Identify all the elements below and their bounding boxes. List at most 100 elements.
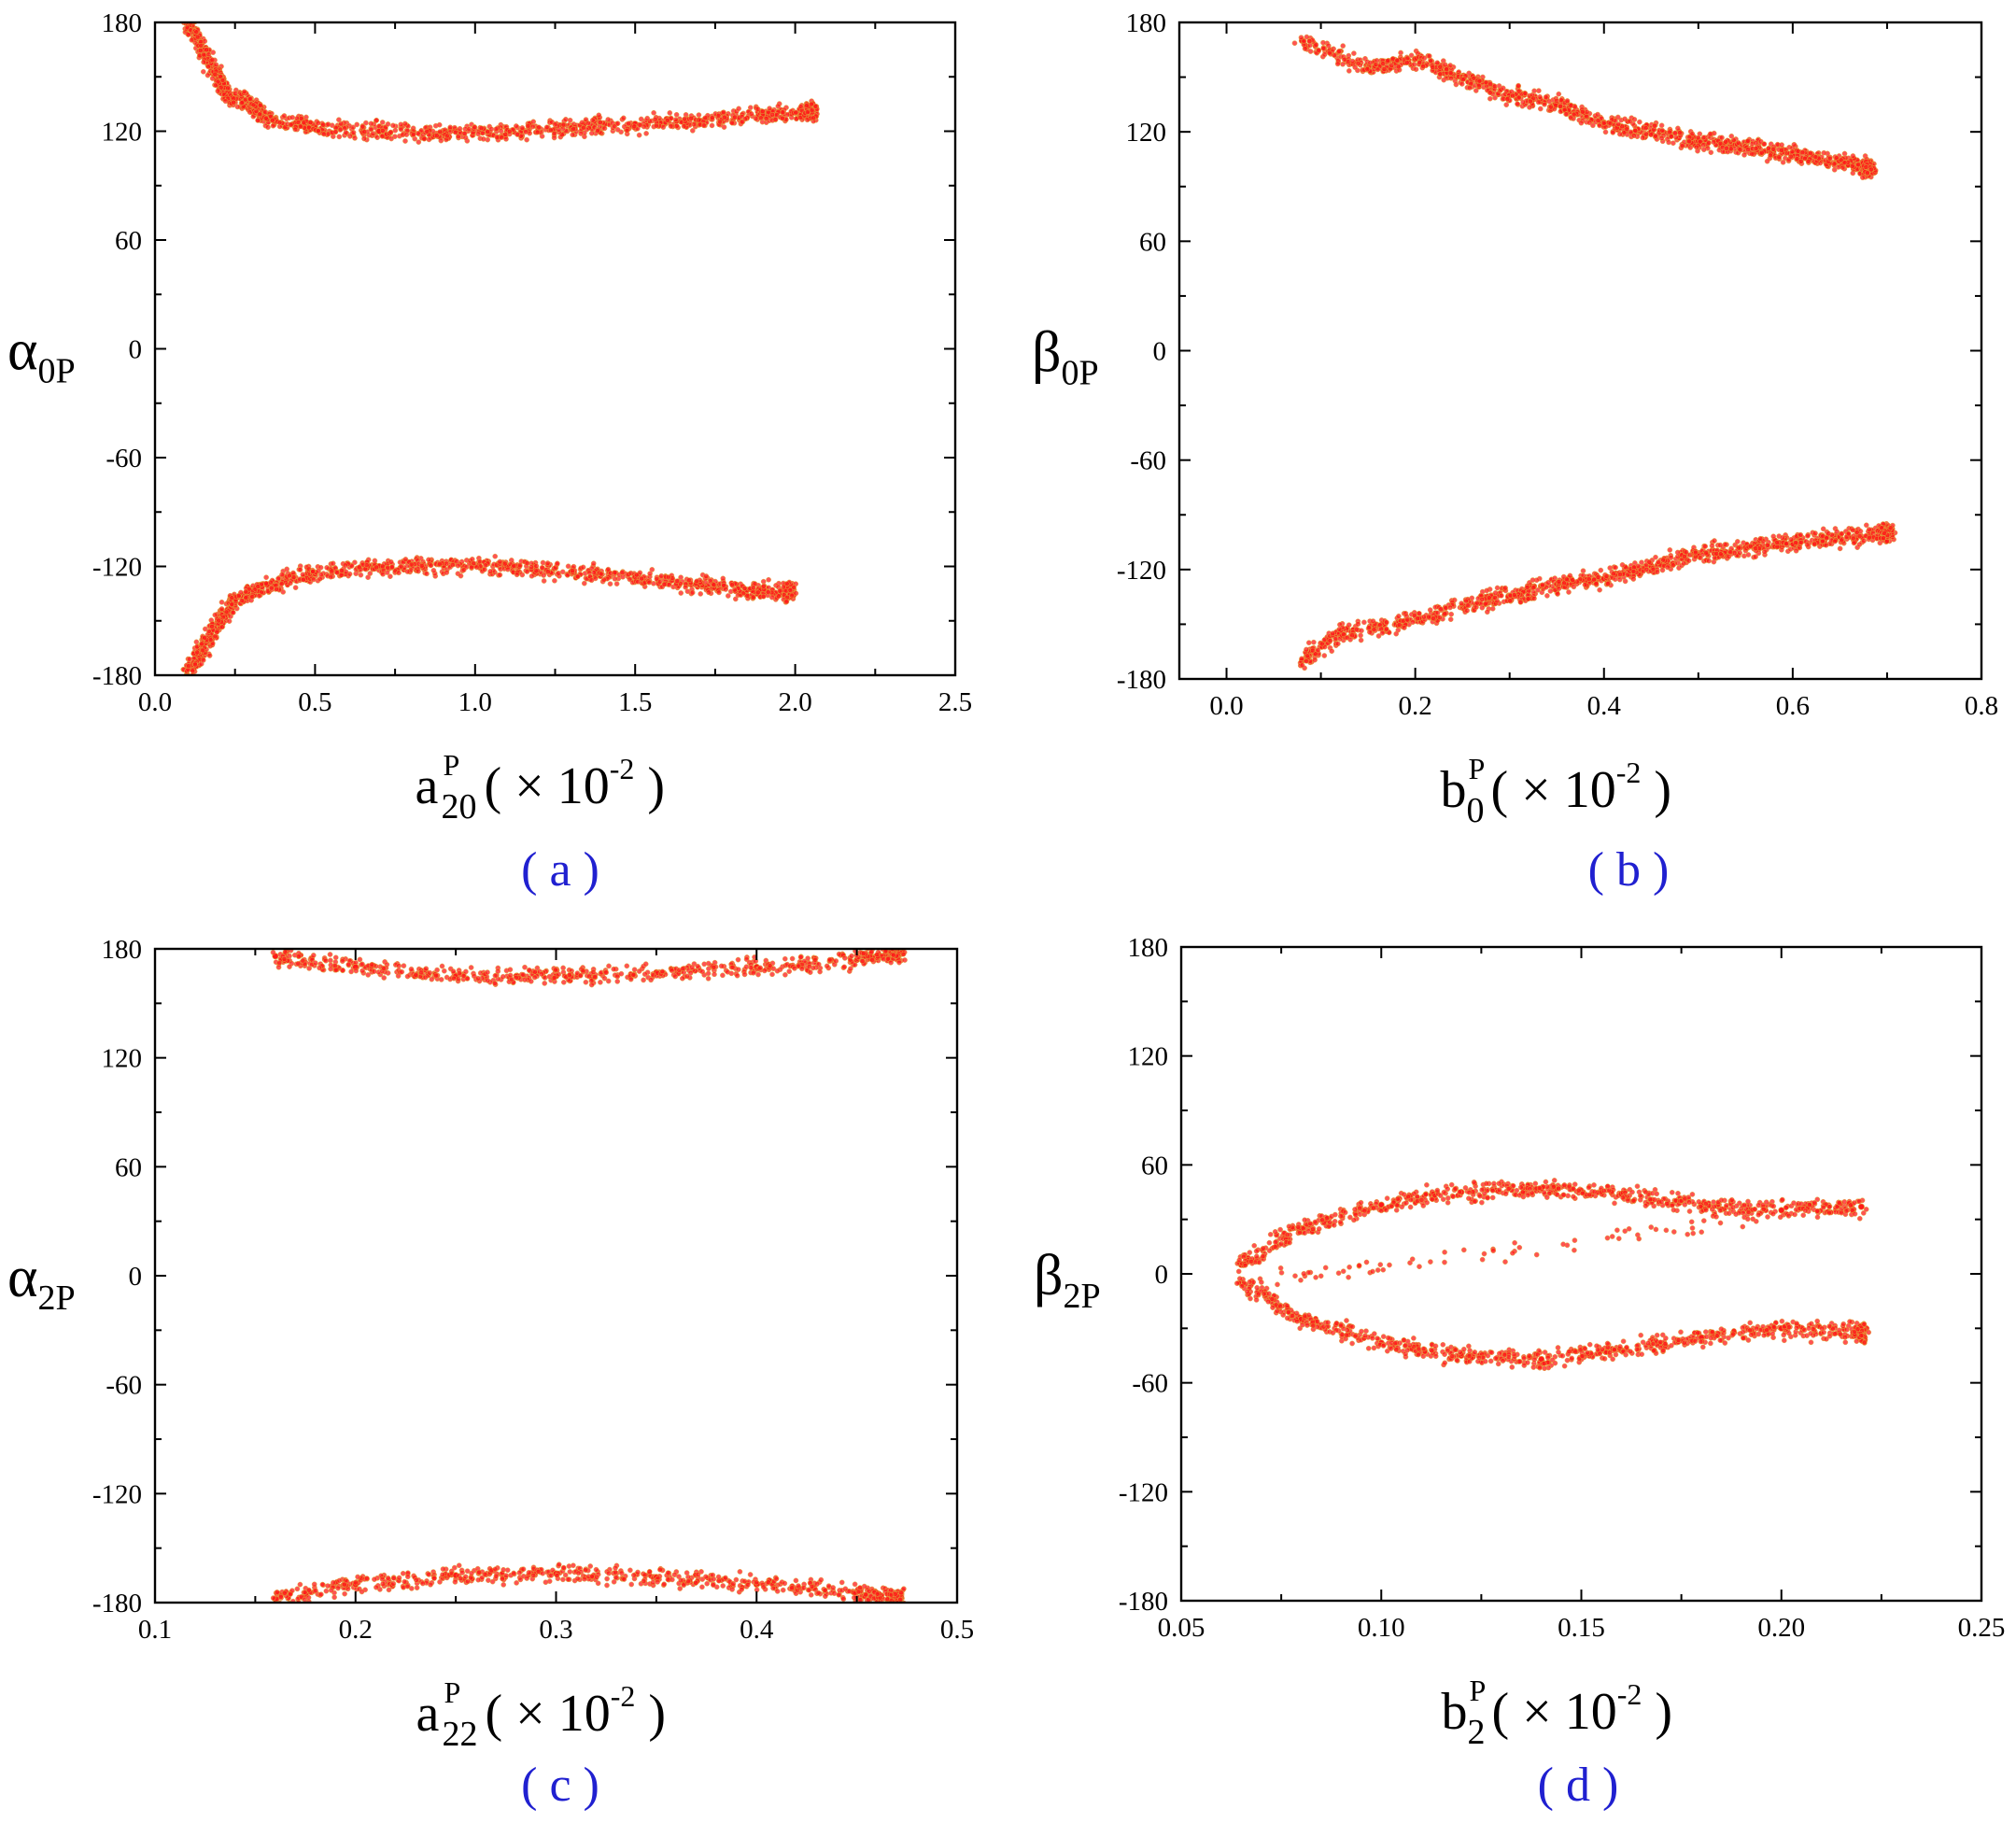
scatter-point bbox=[338, 572, 345, 578]
scatter-point bbox=[791, 585, 797, 590]
scatter-point bbox=[1700, 134, 1707, 141]
scatter-point bbox=[702, 115, 709, 121]
scatter-point bbox=[256, 593, 262, 599]
scatter-point bbox=[1358, 637, 1364, 643]
scatter-point bbox=[1487, 81, 1493, 87]
scatter-point bbox=[297, 123, 303, 130]
scatter-point bbox=[398, 126, 404, 133]
scatter-point bbox=[402, 557, 409, 562]
scatter-point bbox=[1542, 101, 1547, 107]
scatter-point bbox=[1402, 625, 1407, 630]
scatter-point bbox=[1841, 150, 1848, 157]
scatter-point bbox=[588, 577, 595, 584]
scatter-point bbox=[1808, 150, 1813, 156]
scatter-point bbox=[388, 135, 394, 142]
scatter-point bbox=[1611, 571, 1616, 577]
scatter-point bbox=[1305, 640, 1312, 646]
scatter-point bbox=[793, 590, 799, 597]
scatter-point bbox=[1686, 138, 1693, 145]
scatter-point bbox=[1761, 141, 1768, 148]
scatter-point bbox=[1627, 119, 1633, 124]
scatter-point bbox=[1804, 542, 1811, 548]
scatter-point bbox=[1580, 108, 1586, 115]
scatter-point bbox=[1367, 60, 1374, 66]
scatter-point bbox=[524, 560, 530, 566]
scatter-point bbox=[361, 129, 368, 135]
scatter-point bbox=[1492, 590, 1499, 596]
scatter-point bbox=[190, 668, 196, 674]
scatter-point bbox=[809, 101, 814, 107]
scatter-point bbox=[661, 581, 668, 587]
scatter-point bbox=[239, 100, 245, 106]
scatter-point bbox=[250, 102, 257, 108]
scatter-point bbox=[1555, 591, 1560, 597]
scatter-point bbox=[461, 131, 468, 136]
scatter-point bbox=[1371, 627, 1377, 633]
scatter-point bbox=[388, 558, 394, 565]
scatter-point bbox=[274, 586, 280, 592]
scatter-point bbox=[1758, 149, 1765, 156]
scatter-point bbox=[519, 125, 526, 131]
scatter-point bbox=[231, 99, 236, 106]
scatter-point bbox=[1735, 140, 1741, 146]
scatter-point bbox=[1537, 93, 1543, 100]
scatter-point bbox=[247, 96, 253, 102]
scatter-point bbox=[1442, 611, 1448, 617]
scatter-point bbox=[1652, 122, 1657, 129]
scatter-point bbox=[1736, 544, 1742, 551]
scatter-point bbox=[673, 111, 680, 118]
scatter-point bbox=[1384, 619, 1389, 626]
scatter-point bbox=[390, 122, 396, 129]
scatter-point bbox=[1764, 158, 1770, 164]
scatter-point bbox=[1624, 126, 1630, 133]
scatter-point bbox=[1646, 559, 1653, 565]
scatter-point bbox=[1832, 538, 1838, 544]
scatter-point bbox=[1396, 622, 1403, 628]
scatter-point bbox=[193, 29, 200, 35]
scatter-point bbox=[763, 116, 769, 121]
scatter-point bbox=[1866, 534, 1872, 541]
scatter-point bbox=[560, 121, 567, 128]
scatter-point bbox=[585, 120, 591, 126]
scatter-point bbox=[776, 593, 782, 600]
scatter-point bbox=[239, 598, 245, 604]
scatter-point bbox=[1554, 98, 1559, 104]
scatter-point bbox=[1824, 535, 1829, 542]
scatter-point bbox=[1393, 630, 1400, 637]
scatter-point bbox=[200, 68, 206, 75]
scatter-point bbox=[402, 138, 408, 144]
scatter-point bbox=[1491, 83, 1498, 90]
scatter-point bbox=[1430, 64, 1436, 70]
scatter-point bbox=[310, 569, 317, 574]
x-tick-label: 2.5 bbox=[938, 687, 972, 717]
scatter-point bbox=[212, 71, 219, 78]
scatter-point bbox=[633, 572, 640, 578]
scatter-point bbox=[1597, 586, 1602, 593]
scatter-point bbox=[363, 120, 369, 126]
scatter-point bbox=[206, 653, 213, 658]
scatter-point bbox=[1453, 81, 1459, 88]
scatter-point bbox=[591, 570, 597, 576]
scatter-point bbox=[686, 577, 692, 584]
scatter-point bbox=[1482, 601, 1488, 607]
scatter-point bbox=[1537, 106, 1544, 112]
scatter-point bbox=[1745, 138, 1751, 144]
scatter-point bbox=[1396, 613, 1402, 619]
scatter-point bbox=[1671, 562, 1676, 569]
scatter-point bbox=[1375, 66, 1381, 73]
scatter-point bbox=[1355, 621, 1361, 628]
scatter-point bbox=[1586, 576, 1592, 582]
scatter-point bbox=[607, 581, 613, 587]
scatter-point bbox=[209, 76, 216, 81]
scatter-point bbox=[1349, 632, 1356, 639]
scatter-point bbox=[200, 657, 206, 663]
scatter-point bbox=[268, 579, 274, 586]
scatter-point bbox=[1341, 56, 1347, 63]
scatter-point bbox=[722, 114, 727, 120]
scatter-point bbox=[1511, 592, 1517, 598]
scatter-point bbox=[681, 123, 687, 129]
scatter-point bbox=[1486, 595, 1492, 601]
scatter-point bbox=[1671, 140, 1676, 147]
scatter-point bbox=[185, 676, 190, 681]
scatter-point bbox=[654, 122, 659, 129]
